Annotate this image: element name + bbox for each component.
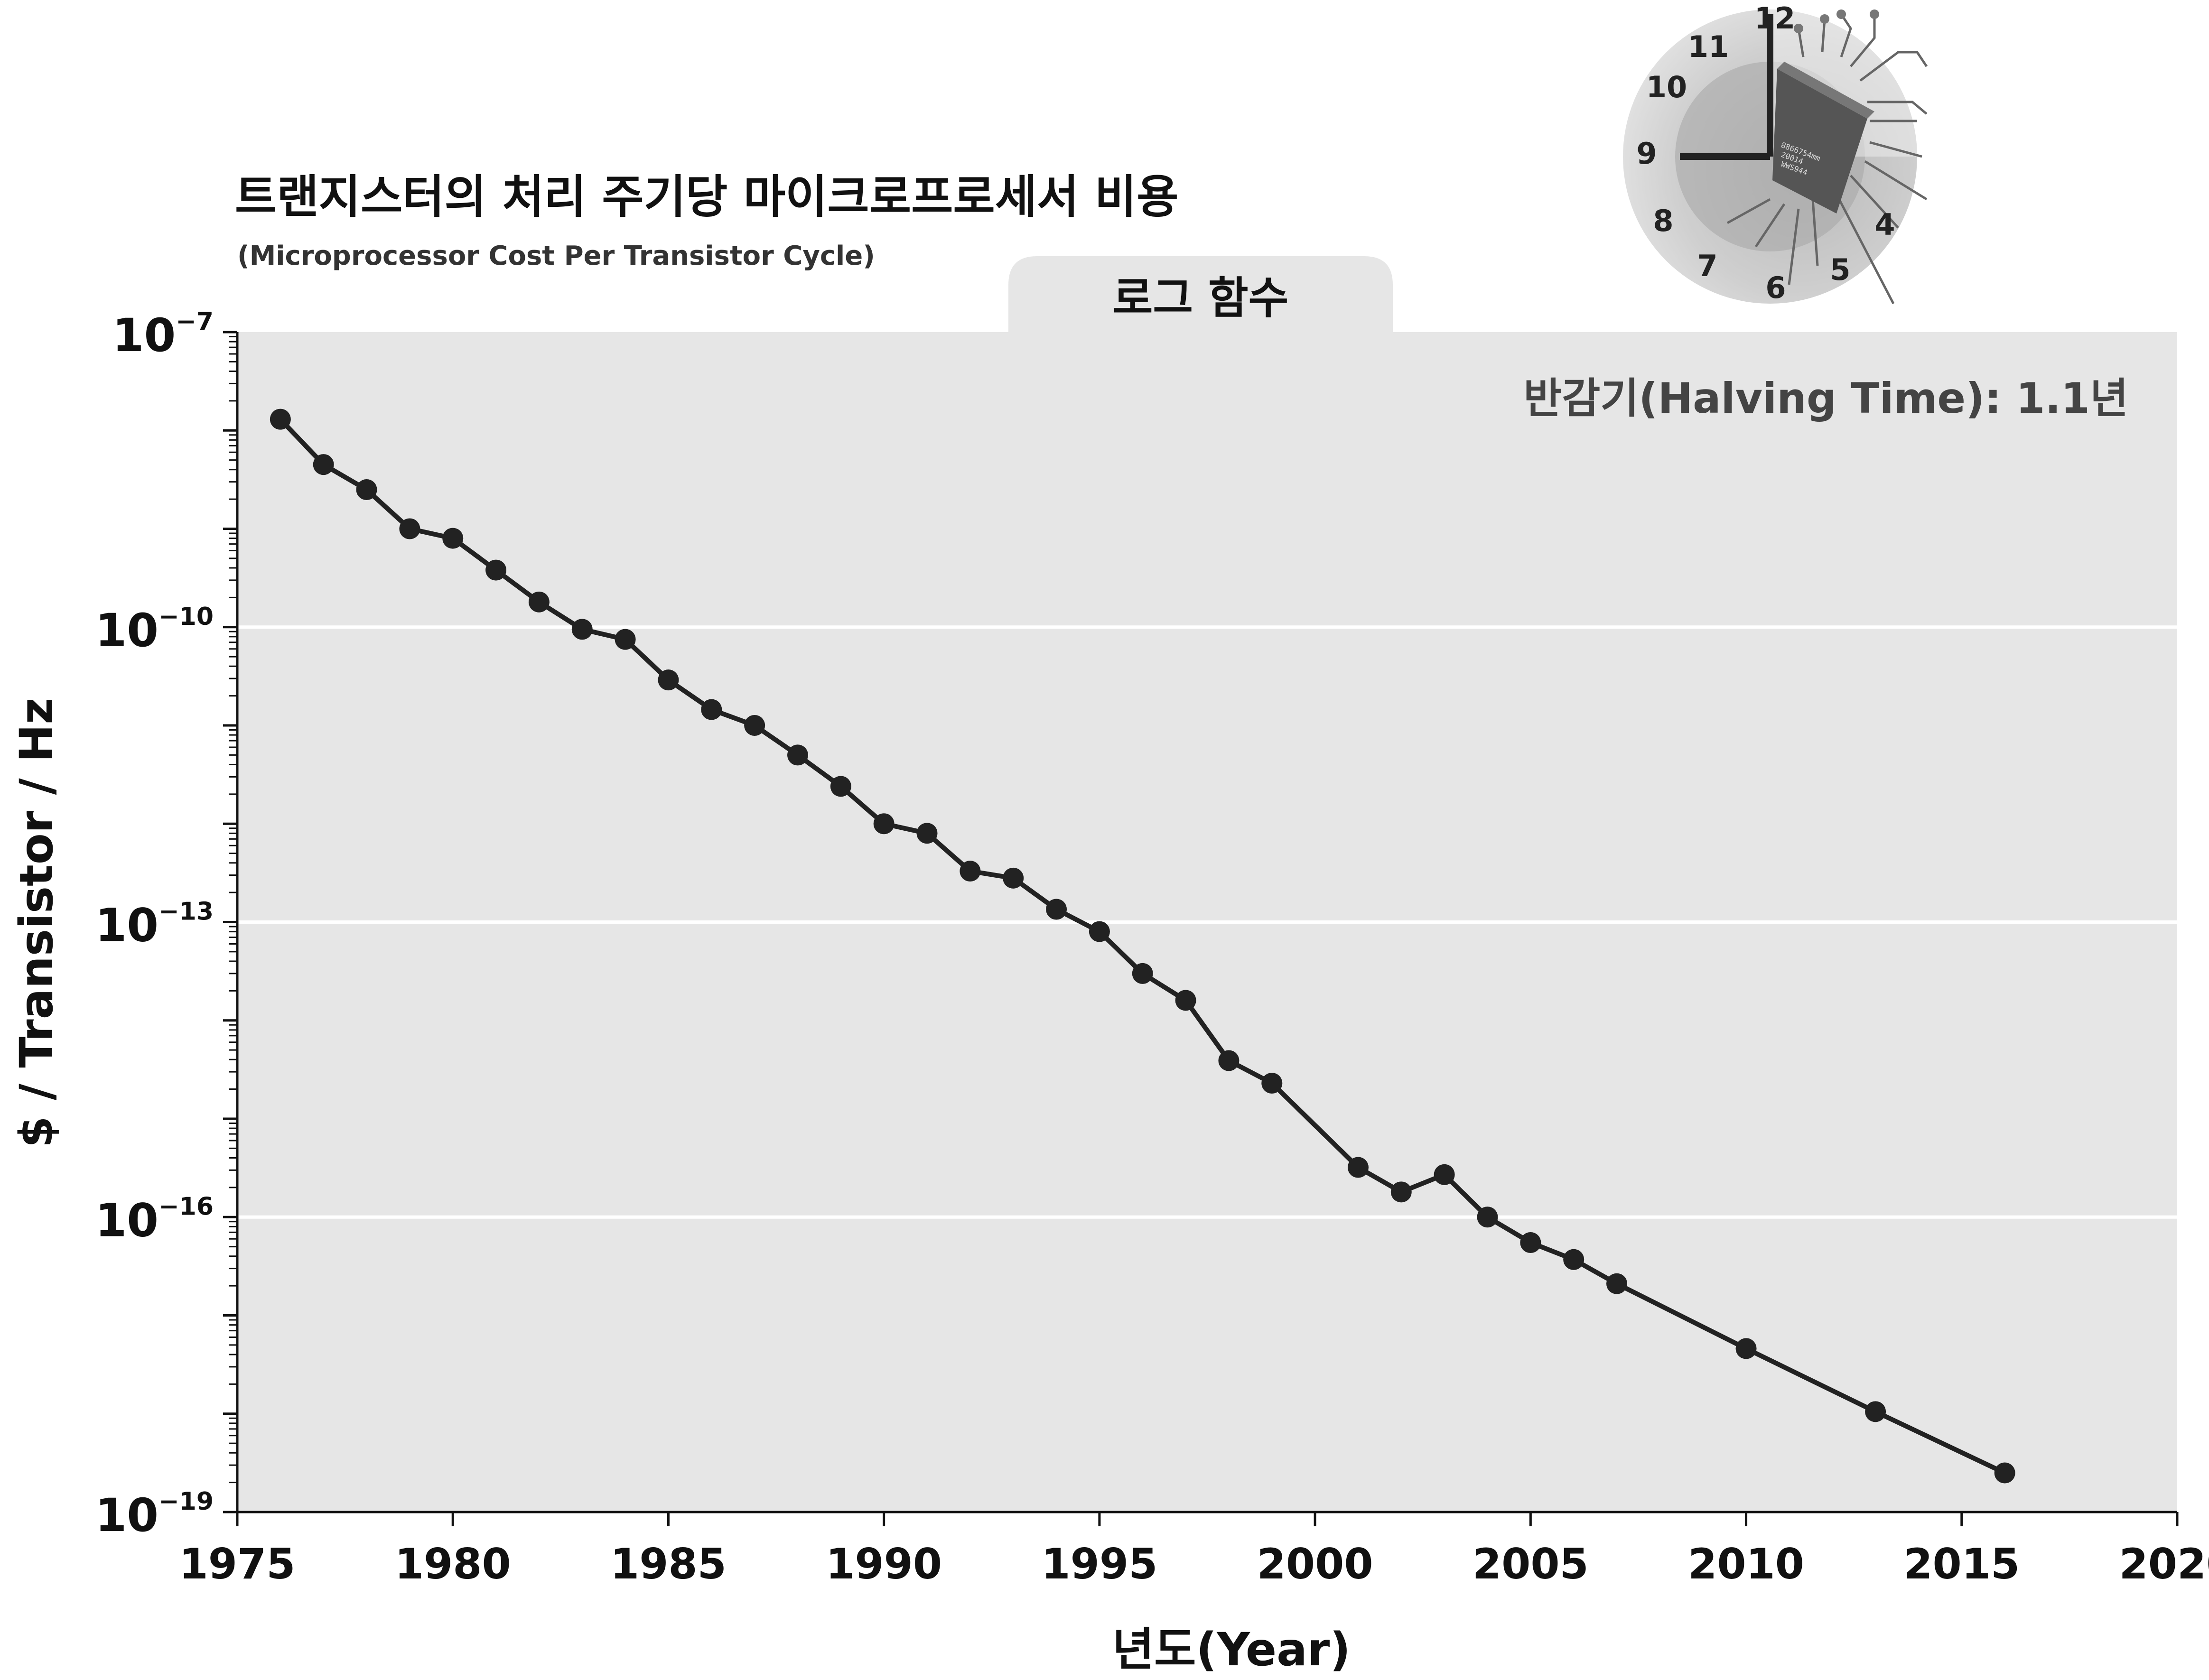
data-point-1983 bbox=[571, 619, 593, 640]
x-tick-label-2020: 2020 bbox=[2119, 1540, 2209, 1588]
y-tick-label-1: 10−10 bbox=[95, 603, 214, 657]
data-point-1979 bbox=[399, 518, 420, 539]
x-tick-label-2005: 2005 bbox=[1473, 1540, 1589, 1588]
data-point-1999 bbox=[1261, 1073, 1283, 1094]
data-point-1998 bbox=[1218, 1050, 1240, 1071]
chip: 8866754mm 20014 WWS944 bbox=[1772, 62, 1874, 213]
data-point-1990 bbox=[873, 813, 895, 835]
data-point-1986 bbox=[701, 699, 722, 720]
data-point-2010 bbox=[1735, 1338, 1757, 1359]
data-point-2003 bbox=[1434, 1164, 1455, 1185]
x-tick-label-2010: 2010 bbox=[1688, 1540, 1804, 1588]
x-tick-label-1975: 1975 bbox=[179, 1540, 296, 1588]
data-point-1984 bbox=[615, 629, 636, 650]
data-point-1991 bbox=[916, 823, 938, 844]
x-tick-label-1980: 1980 bbox=[395, 1540, 511, 1588]
clock-number-7: 7 bbox=[1697, 249, 1717, 283]
chart-title: 트랜지스터의 처리 주기당 마이크로프로세서 비용 bbox=[235, 170, 1178, 223]
clock-number-8: 8 bbox=[1653, 204, 1673, 238]
x-tick-label-2000: 2000 bbox=[1257, 1540, 1373, 1588]
data-point-1989 bbox=[830, 776, 851, 797]
clock-number-5: 5 bbox=[1830, 252, 1850, 287]
data-point-1994 bbox=[1046, 899, 1067, 920]
clock-chip-illustration: 8866754mm 20014 WWS944 12 11 10 9 8 7 6 … bbox=[1623, 1, 1928, 305]
x-tick-label-2015: 2015 bbox=[1903, 1540, 2020, 1588]
data-point-2016 bbox=[1994, 1462, 2015, 1484]
data-point-1976 bbox=[270, 408, 291, 430]
y-tick-label-4: 10−19 bbox=[95, 1487, 214, 1542]
axes: 1975 1980 1985 1990 1995 2000 2005 2010 2015 2020… bbox=[95, 307, 2209, 1588]
data-point-1996 bbox=[1132, 963, 1153, 984]
y-tick-label-3: 10−16 bbox=[95, 1192, 214, 1247]
log-scale-tab-label: 로그 함수 bbox=[1113, 273, 1289, 324]
clock-number-12: 12 bbox=[1754, 1, 1795, 36]
grid-lines bbox=[237, 625, 2177, 1219]
clock-number-10: 10 bbox=[1646, 70, 1687, 104]
clock-number-9: 9 bbox=[1636, 136, 1657, 171]
y-axis-label: $ / Transistor / Hz bbox=[10, 698, 63, 1148]
y-tick-label-2: 10−13 bbox=[95, 898, 214, 952]
clock-number-6: 6 bbox=[1765, 270, 1786, 305]
data-point-1995 bbox=[1089, 921, 1110, 942]
data-point-2004 bbox=[1477, 1207, 1498, 1228]
data-point-2007 bbox=[1606, 1273, 1628, 1294]
data-point-2013 bbox=[1865, 1401, 1886, 1422]
x-tick-label-1990: 1990 bbox=[826, 1540, 942, 1588]
clock-number-11: 11 bbox=[1688, 29, 1729, 64]
data-point-2006 bbox=[1563, 1249, 1585, 1270]
data-point-1978 bbox=[356, 479, 377, 501]
data-point-1987 bbox=[744, 715, 765, 736]
data-point-2001 bbox=[1347, 1157, 1369, 1178]
log-scale-tab bbox=[1008, 256, 1393, 332]
data-point-1993 bbox=[1003, 867, 1024, 889]
x-tick-label-1985: 1985 bbox=[610, 1540, 727, 1588]
data-point-1997 bbox=[1175, 990, 1196, 1011]
data-point-1985 bbox=[658, 669, 679, 691]
data-point-1977 bbox=[313, 454, 334, 475]
y-tick-label-0: 10−7 bbox=[112, 307, 214, 362]
data-point-1992 bbox=[960, 861, 981, 882]
cost-series bbox=[270, 408, 2015, 1484]
data-point-1980 bbox=[442, 528, 464, 549]
halving-time-annotation: 반감기(Halving Time): 1.1년 bbox=[1523, 374, 2128, 423]
data-point-1982 bbox=[528, 591, 550, 613]
data-point-2005 bbox=[1520, 1232, 1541, 1253]
data-point-2002 bbox=[1390, 1181, 1412, 1203]
clock-number-4: 4 bbox=[1874, 207, 1895, 242]
circuit-traces bbox=[1726, 13, 1928, 305]
series-line bbox=[279, 418, 2006, 1476]
data-point-1988 bbox=[787, 744, 808, 766]
x-tick-label-1995: 1995 bbox=[1041, 1540, 1157, 1588]
chart-subtitle: (Microprocessor Cost Per Transistor Cycl… bbox=[237, 241, 875, 271]
data-point-1981 bbox=[485, 559, 507, 581]
x-axis-label: 년도(Year) bbox=[1112, 1623, 1351, 1676]
